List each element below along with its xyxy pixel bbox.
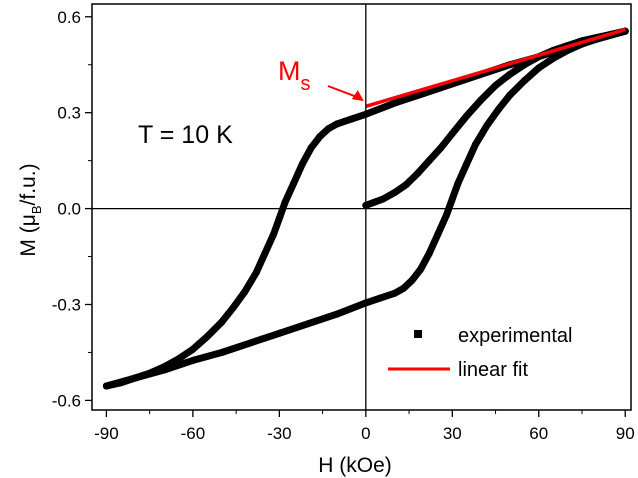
data-point [414, 170, 421, 177]
data-point [218, 349, 225, 356]
data-point [506, 92, 513, 99]
y-tick-label: -0.6 [52, 391, 81, 410]
data-point [463, 112, 470, 119]
data-point [426, 157, 433, 164]
data-point [247, 339, 254, 346]
data-point [377, 295, 384, 302]
data-point [305, 320, 312, 327]
y-axis-title: M (μB/f.u.) [17, 163, 44, 256]
temperature-label: T = 10 K [138, 121, 233, 149]
data-point [334, 311, 341, 318]
data-point [189, 346, 196, 353]
data-point [282, 199, 289, 206]
data-point [449, 196, 456, 203]
zero-lines [92, 4, 631, 410]
data-point [403, 181, 410, 188]
data-point [463, 160, 470, 167]
data-point [495, 106, 502, 113]
data-point [299, 160, 306, 167]
data-point [325, 125, 332, 132]
ms-arrow [328, 86, 364, 101]
data-point [290, 180, 297, 187]
data-point [276, 330, 283, 337]
data-point [408, 277, 415, 284]
x-tick-label: 0 [361, 424, 370, 443]
legend-label-fit: linear fit [458, 359, 528, 381]
data-point [308, 144, 315, 151]
linear-fit-line-group [366, 30, 625, 107]
y-tick-label: 0.3 [57, 104, 81, 123]
x-axis-title: H (kOe) [318, 454, 392, 477]
data-point [455, 180, 462, 187]
y-tick-label: -0.3 [52, 296, 81, 315]
data-point [218, 319, 225, 326]
data-point [449, 130, 456, 137]
ms-label: Ms [278, 56, 311, 95]
data-point [426, 250, 433, 257]
data-point [550, 55, 557, 62]
x-tick-label: 90 [616, 424, 635, 443]
data-point [472, 141, 479, 148]
data-point [270, 231, 277, 238]
x-tick-label: -30 [267, 424, 292, 443]
legend-marker-experimental [414, 330, 422, 338]
data-point [316, 133, 323, 140]
linear-fit-line [366, 30, 625, 107]
data-point [391, 189, 398, 196]
data-point [535, 64, 542, 71]
data-point [371, 199, 378, 206]
data-point [261, 250, 268, 257]
data-point [204, 333, 211, 340]
data-point [241, 288, 248, 295]
data-point [103, 383, 110, 390]
x-tick-label: -90 [94, 424, 119, 443]
data-point [478, 96, 485, 103]
data-point [334, 120, 341, 127]
data-point [230, 304, 237, 311]
data-point [348, 116, 355, 123]
data-point [161, 367, 168, 374]
data-point [437, 144, 444, 151]
data-point [391, 290, 398, 297]
plot-frame [92, 4, 631, 410]
data-point [391, 100, 398, 107]
data-point [434, 231, 441, 238]
data-point [483, 122, 490, 129]
x-tick-label: -60 [181, 424, 206, 443]
data-point [492, 82, 499, 89]
data-point [132, 375, 139, 382]
x-tick-label: 30 [443, 424, 462, 443]
data-point [276, 215, 283, 222]
data-point [253, 269, 260, 276]
y-tick-label: 0.0 [57, 200, 81, 219]
legend-label-experimental: experimental [458, 325, 573, 347]
data-point [189, 357, 196, 364]
data-point [400, 285, 407, 292]
data-point [506, 71, 513, 78]
data-point [417, 266, 424, 273]
legend: experimental linear fit [388, 325, 573, 381]
x-tick-label: 60 [529, 424, 548, 443]
data-point [380, 196, 387, 203]
data-point [521, 77, 528, 84]
y-tick-label: 0.6 [57, 8, 81, 27]
axes [92, 4, 631, 410]
data-point [443, 212, 450, 219]
